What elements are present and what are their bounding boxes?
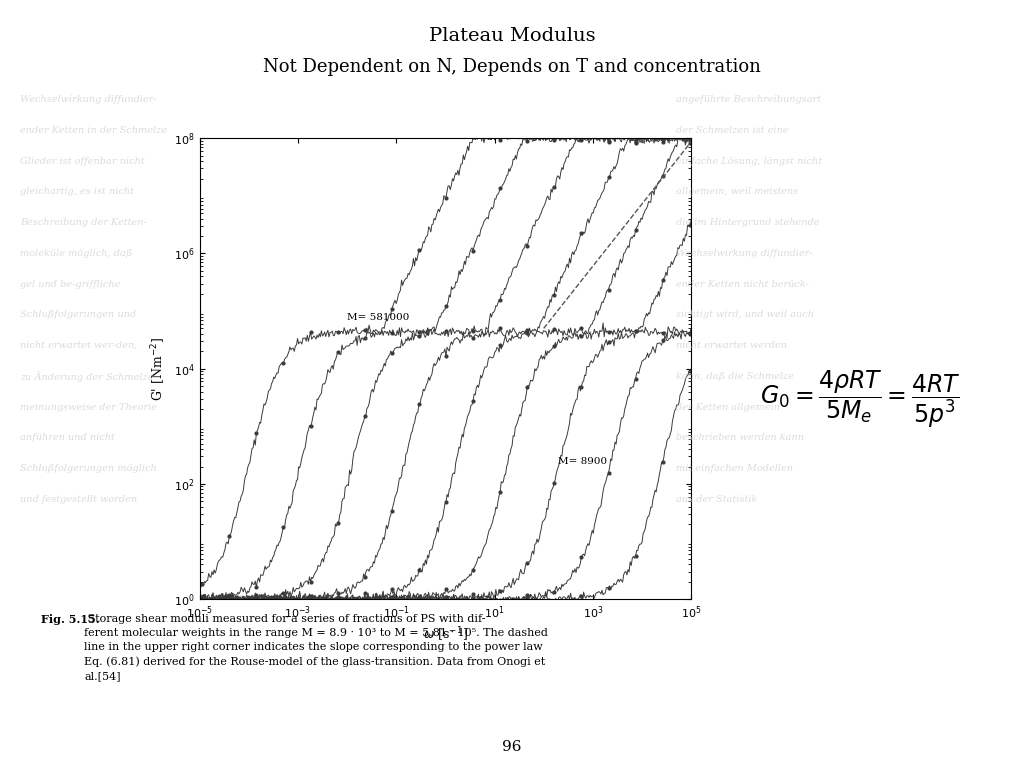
Text: Schlußfolgerungen und: Schlußfolgerungen und <box>20 310 136 319</box>
Text: zu Änderung der Schmelze: zu Änderung der Schmelze <box>20 371 154 382</box>
Text: aus der Statistik: aus der Statistik <box>676 495 757 504</box>
Text: nicht erwartet wer-den,: nicht erwartet wer-den, <box>20 341 138 350</box>
Text: ender Ketten nicht berück-: ender Ketten nicht berück- <box>676 280 809 289</box>
Text: Wechselwirkung diffundier-: Wechselwirkung diffundier- <box>676 249 812 258</box>
Text: moleküle möglich, daß: moleküle möglich, daß <box>20 249 133 258</box>
Text: ender Ketten in der Schmelze: ender Ketten in der Schmelze <box>20 126 168 135</box>
Text: beschrieben werden kann: beschrieben werden kann <box>676 433 804 442</box>
Text: 96: 96 <box>502 740 522 754</box>
Text: einfache Lösung, längst nicht: einfache Lösung, längst nicht <box>676 157 822 166</box>
Text: Fig. 5.15.: Fig. 5.15. <box>41 614 99 625</box>
Text: und festgestellt worden: und festgestellt worden <box>20 495 137 504</box>
Text: meinungsweise der Theorie: meinungsweise der Theorie <box>20 402 158 412</box>
Text: allgemein, weil meistens: allgemein, weil meistens <box>676 187 798 197</box>
Text: mit einfachen Modellen: mit einfachen Modellen <box>676 464 793 473</box>
Text: M= 8900: M= 8900 <box>558 457 607 465</box>
Text: sichtigt wird, und weil auch: sichtigt wird, und weil auch <box>676 310 814 319</box>
Text: der Schmelzen ist eine: der Schmelzen ist eine <box>676 126 788 135</box>
Text: Schlußfolgerungen möglich: Schlußfolgerungen möglich <box>20 464 158 473</box>
Text: M= 581000: M= 581000 <box>347 313 410 322</box>
Text: Plateau Modulus: Plateau Modulus <box>429 27 595 45</box>
Text: Wechselwirkung diffundier-: Wechselwirkung diffundier- <box>20 95 157 104</box>
Text: die im Hintergrund stehende: die im Hintergrund stehende <box>676 218 819 227</box>
Y-axis label: G' [Nm$^{-2}$]: G' [Nm$^{-2}$] <box>151 336 169 401</box>
Text: nicht erwartet werden: nicht erwartet werden <box>676 341 786 350</box>
Text: der Ketten allgemein: der Ketten allgemein <box>676 402 779 412</box>
Text: kann, daß die Schmelze: kann, daß die Schmelze <box>676 372 794 381</box>
Text: anführen und nicht: anführen und nicht <box>20 433 116 442</box>
Text: Storage shear moduli measured for a series of fractions of PS with dif-
ferent m: Storage shear moduli measured for a seri… <box>84 614 548 681</box>
Text: Glieder ist offenbar nicht: Glieder ist offenbar nicht <box>20 157 145 166</box>
Text: Not Dependent on N, Depends on T and concentration: Not Dependent on N, Depends on T and con… <box>263 58 761 75</box>
X-axis label: $\omega$ [s$^{-1}$]: $\omega$ [s$^{-1}$] <box>423 626 468 644</box>
Text: $G_0 = \dfrac{4\rho RT}{5 M_e} = \dfrac{4RT}{5 p^3}$: $G_0 = \dfrac{4\rho RT}{5 M_e} = \dfrac{… <box>760 369 961 430</box>
Text: Beschreibung der Ketten-: Beschreibung der Ketten- <box>20 218 147 227</box>
Text: gleichartig, es ist nicht: gleichartig, es ist nicht <box>20 187 134 197</box>
Text: angeführte Beschreibungsart: angeführte Beschreibungsart <box>676 95 821 104</box>
Text: gel und be-griffliche: gel und be-griffliche <box>20 280 121 289</box>
